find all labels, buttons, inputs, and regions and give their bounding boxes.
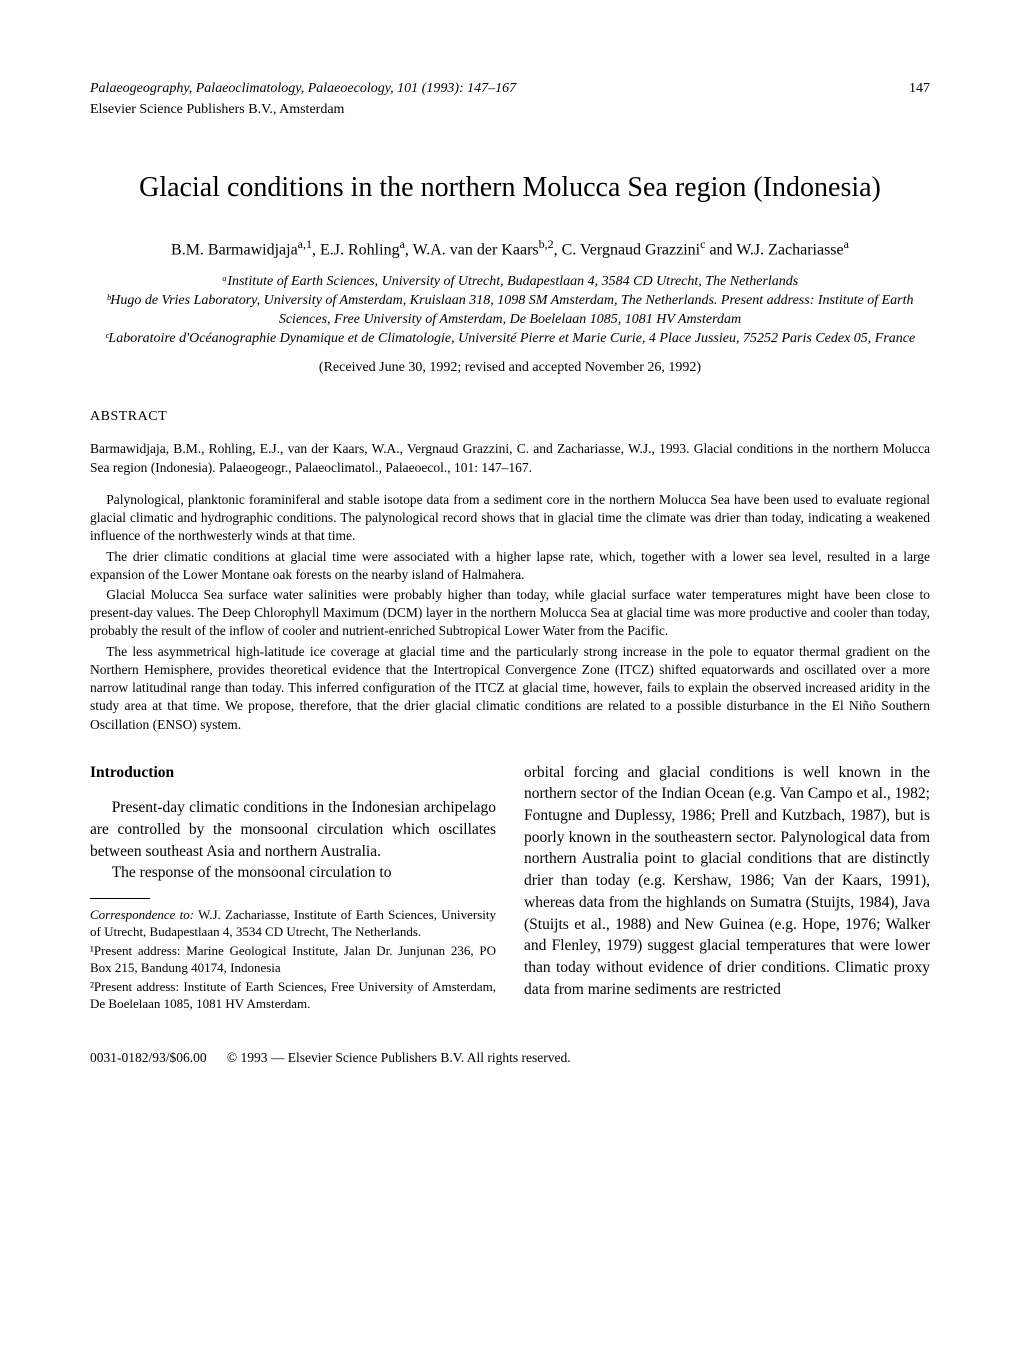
- body-paragraph: orbital forcing and glacial conditions i…: [524, 762, 930, 1001]
- journal-citation: Palaeogeography, Palaeoclimatology, Pala…: [90, 80, 516, 99]
- body-paragraph: Present-day climatic conditions in the I…: [90, 797, 496, 862]
- abstract-label: ABSTRACT: [90, 408, 930, 427]
- affiliation-c: ᶜLaboratoire d'Océanographie Dynamique e…: [90, 330, 930, 349]
- abstract-paragraph: The less asymmetrical high-latitude ice …: [90, 643, 930, 734]
- body-paragraph: The response of the monsoonal circulatio…: [90, 862, 496, 884]
- page-footer: 0031-0182/93/$06.00 © 1993 — Elsevier Sc…: [90, 1049, 930, 1067]
- author-list: B.M. Barmawidjajaa,1, E.J. Rohlinga, W.A…: [90, 236, 930, 261]
- received-date: (Received June 30, 1992; revised and acc…: [90, 359, 930, 378]
- publisher-line: Elsevier Science Publishers B.V., Amster…: [90, 101, 930, 120]
- two-column-body: Introduction Present-day climatic condit…: [90, 762, 930, 1015]
- affiliations: ᵃInstitute of Earth Sciences, University…: [90, 273, 930, 349]
- running-header: Palaeogeography, Palaeoclimatology, Pala…: [90, 80, 930, 99]
- affiliation-b: ᵇHugo de Vries Laboratory, University of…: [90, 292, 930, 330]
- article-title: Glacial conditions in the northern Moluc…: [90, 170, 930, 206]
- footnote-rule: [90, 898, 150, 899]
- abstract-paragraph: Glacial Molucca Sea surface water salini…: [90, 586, 930, 641]
- abstract-paragraph: Palynological, planktonic foraminiferal …: [90, 491, 930, 546]
- abstract-paragraph: The drier climatic conditions at glacial…: [90, 548, 930, 584]
- abstract-citation: Barmawidjaja, B.M., Rohling, E.J., van d…: [90, 440, 930, 476]
- right-column: orbital forcing and glacial conditions i…: [524, 762, 930, 1015]
- copyright-line: © 1993 — Elsevier Science Publishers B.V…: [227, 1050, 571, 1065]
- footnote-2: ²Present address: Institute of Earth Sci…: [90, 979, 496, 1013]
- section-heading-introduction: Introduction: [90, 762, 496, 784]
- page-number: 147: [909, 80, 930, 99]
- footnote-1: ¹Present address: Marine Geological Inst…: [90, 943, 496, 977]
- affiliation-a: ᵃInstitute of Earth Sciences, University…: [90, 273, 930, 292]
- left-column: Introduction Present-day climatic condit…: [90, 762, 496, 1015]
- issn-price: 0031-0182/93/$06.00: [90, 1050, 207, 1065]
- correspondence-footnote: Correspondence to: W.J. Zachariasse, Ins…: [90, 907, 496, 941]
- correspondence-label: Correspondence to:: [90, 907, 194, 922]
